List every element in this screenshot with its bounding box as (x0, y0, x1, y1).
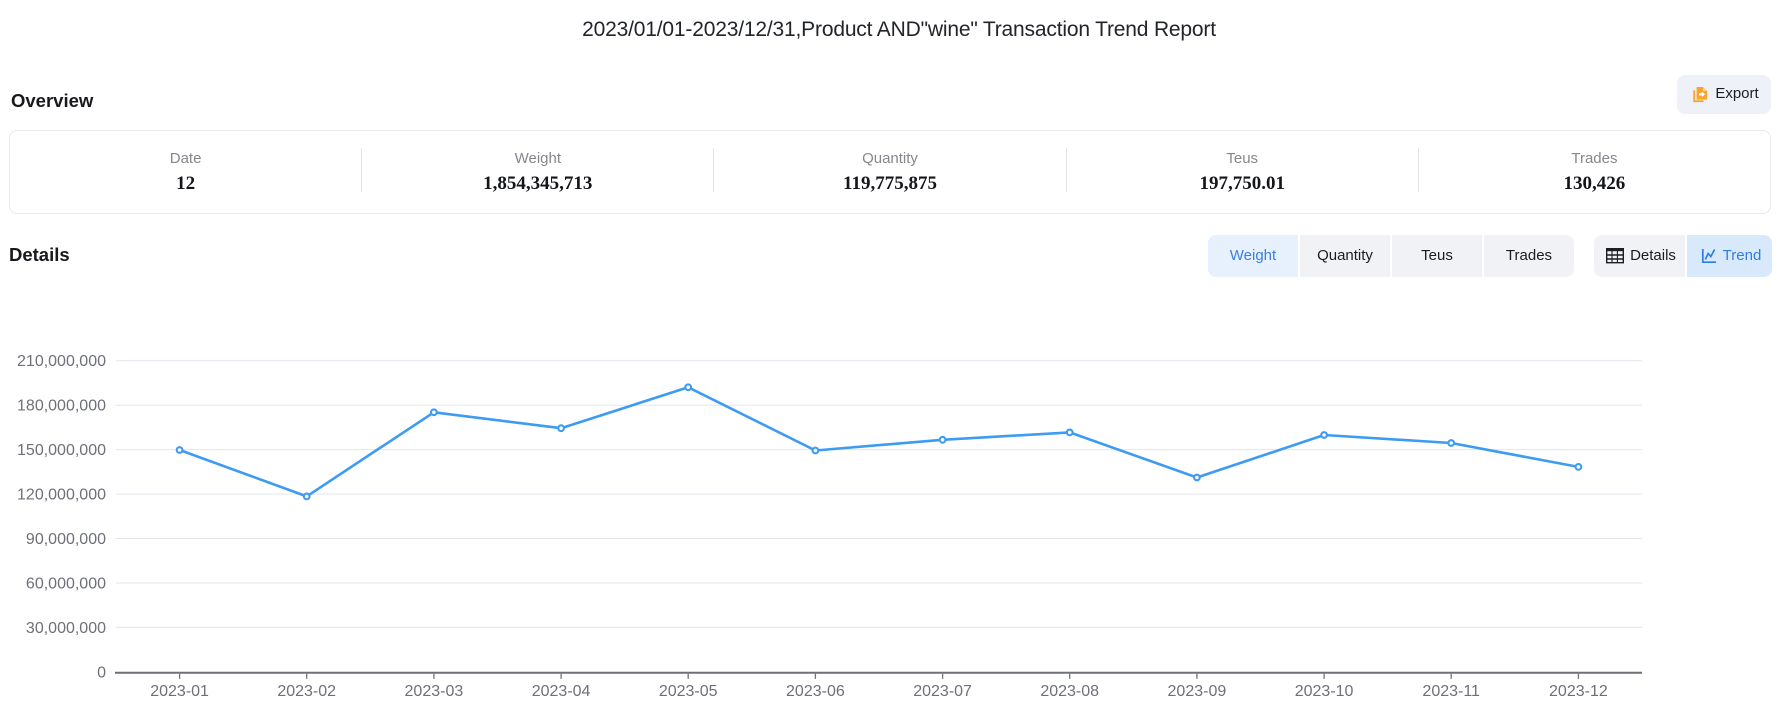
svg-text:60,000,000: 60,000,000 (26, 576, 106, 593)
svg-text:2023-02: 2023-02 (277, 683, 336, 700)
svg-text:2023-03: 2023-03 (405, 683, 464, 700)
svg-text:120,000,000: 120,000,000 (17, 487, 106, 504)
svg-text:2023-08: 2023-08 (1040, 683, 1099, 700)
svg-text:90,000,000: 90,000,000 (26, 531, 106, 548)
svg-text:2023-07: 2023-07 (913, 683, 972, 700)
svg-text:2023-11: 2023-11 (1422, 683, 1480, 700)
svg-text:2023-10: 2023-10 (1295, 683, 1354, 700)
svg-text:150,000,000: 150,000,000 (17, 442, 106, 459)
svg-text:2023-05: 2023-05 (659, 683, 718, 700)
svg-text:210,000,000: 210,000,000 (17, 353, 106, 370)
svg-text:180,000,000: 180,000,000 (17, 398, 106, 415)
svg-text:2023-12: 2023-12 (1549, 683, 1608, 700)
svg-text:2023-09: 2023-09 (1168, 683, 1227, 700)
svg-text:30,000,000: 30,000,000 (26, 620, 106, 637)
svg-text:2023-06: 2023-06 (786, 683, 845, 700)
svg-text:2023-04: 2023-04 (532, 683, 591, 700)
svg-text:2023-01: 2023-01 (150, 683, 209, 700)
svg-text:0: 0 (97, 665, 106, 682)
